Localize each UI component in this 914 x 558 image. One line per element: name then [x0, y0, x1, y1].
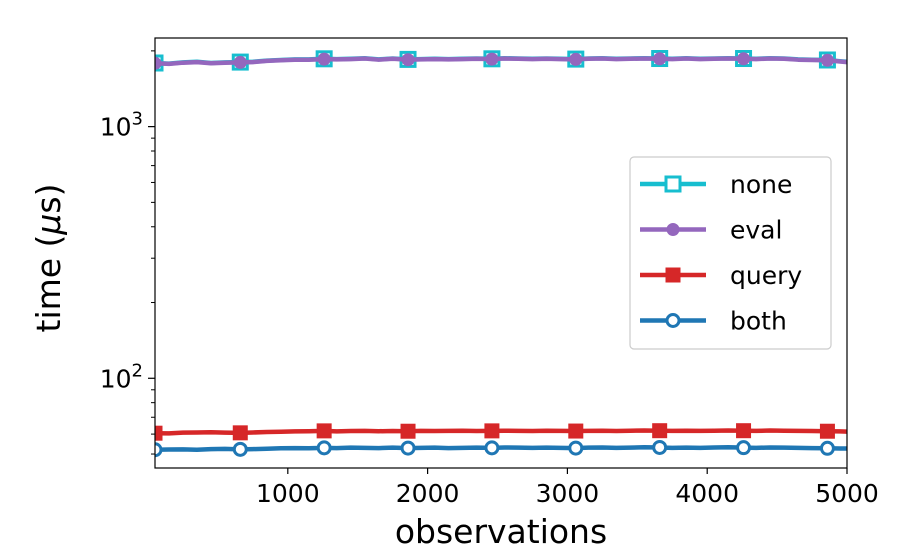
series-marker-eval	[737, 52, 751, 66]
y-tick-label: 103	[100, 109, 143, 142]
series-marker-eval	[155, 56, 162, 70]
y-axis-label-suffix: s)	[29, 184, 68, 214]
legend-label-query: query	[730, 261, 802, 290]
series-marker-both	[652, 439, 668, 455]
x-tick-label: 5000	[815, 479, 879, 508]
legend-label-eval: eval	[730, 216, 782, 245]
series-marker-query	[316, 423, 332, 439]
series-marker-query	[736, 423, 752, 439]
legend-marker-both	[665, 313, 681, 328]
x-axis-label: observations	[395, 512, 607, 551]
series-marker-query	[155, 425, 163, 441]
series-marker-eval	[317, 52, 331, 66]
series-marker-eval	[820, 53, 834, 67]
x-tick-label: 4000	[675, 479, 739, 508]
x-tick-label: 1000	[256, 479, 320, 508]
series-marker-both	[400, 440, 416, 456]
series-marker-both	[155, 442, 163, 458]
series-marker-both	[232, 441, 248, 457]
legend-entry-eval: eval	[640, 216, 782, 245]
series-marker-query	[652, 423, 668, 439]
y-tick-label: 102	[100, 360, 143, 393]
legend-marker-query	[665, 267, 681, 283]
series-marker-query	[819, 423, 835, 439]
legend-entry-both: both	[640, 307, 787, 336]
series-marker-eval	[569, 52, 583, 66]
series-marker-query	[232, 425, 248, 441]
series-marker-eval	[485, 52, 499, 66]
axes-frame	[154, 37, 848, 469]
series-marker-query	[400, 423, 416, 439]
x-tick-label: 2000	[396, 479, 460, 508]
series-marker-query	[568, 423, 584, 439]
plot-area	[155, 50, 847, 458]
y-axis-label: time (μs)	[29, 184, 68, 333]
legend-marker-none	[664, 175, 682, 193]
series-marker-both	[736, 440, 752, 456]
series-marker-eval	[233, 55, 247, 69]
series-marker-both	[484, 440, 500, 456]
y-axis-label-unit-symbol: μ	[29, 214, 68, 236]
x-tick-label: 3000	[536, 479, 600, 508]
y-axis-label-prefix: time (	[29, 235, 68, 333]
legend-label-none: none	[730, 170, 792, 199]
legend-entry-none: none	[640, 170, 792, 199]
series-marker-both	[819, 440, 835, 456]
series-marker-eval	[401, 53, 415, 67]
legend-label-both: both	[730, 307, 787, 336]
series-marker-eval	[653, 52, 667, 66]
legend-marker-eval	[666, 223, 680, 236]
series-marker-both	[568, 440, 584, 456]
series-marker-both	[316, 440, 332, 456]
legend-box	[629, 156, 832, 350]
legend-entry-query: query	[640, 261, 802, 290]
series-marker-query	[484, 423, 500, 439]
